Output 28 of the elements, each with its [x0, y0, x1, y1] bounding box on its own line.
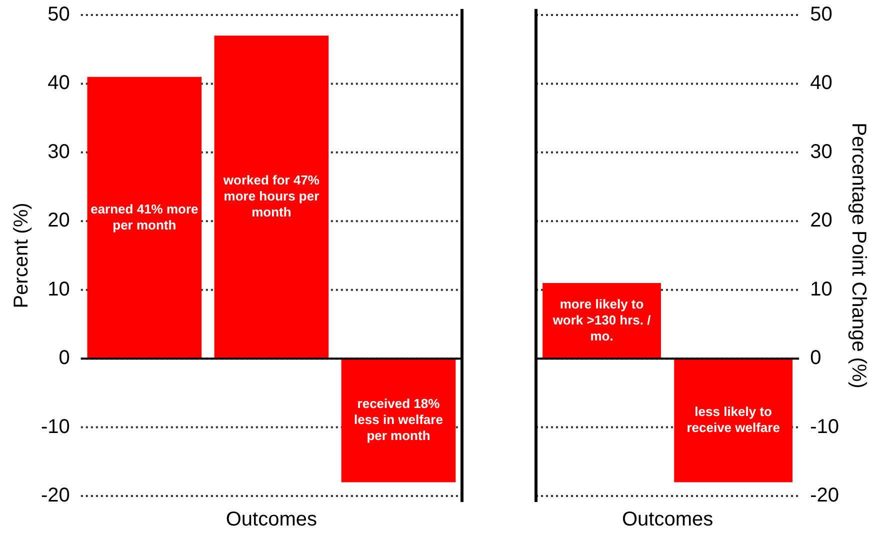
annotation: worked for 47% more hours per month: [222, 172, 320, 220]
y2-tick-label: -10: [810, 416, 839, 438]
y2-axis-title: Percentage Point Change (%): [847, 122, 870, 388]
y-tick-label: 0: [58, 347, 70, 370]
annotation: more likely to work >130 hrs. / mo.: [552, 296, 652, 344]
x-axis-title: Outcomes: [622, 508, 714, 531]
y-tick-label: -10: [41, 416, 70, 438]
y-tick-label: 20: [48, 210, 70, 232]
y2-tick-label: 50: [810, 4, 832, 26]
y2-tick-label: 40: [810, 72, 832, 94]
y2-tick-label: 30: [810, 140, 832, 163]
annotation: earned 41% more per month: [90, 201, 198, 232]
bar: [214, 36, 329, 359]
y2-tick-label: -20: [810, 484, 839, 507]
bar: [87, 76, 202, 359]
y-tick-label: -20: [41, 484, 70, 507]
y-tick-label: 10: [48, 278, 70, 300]
y-tick-label: 40: [48, 72, 70, 94]
annotation: received 18% less in welfare per month: [354, 396, 443, 443]
y-tick-label: 30: [48, 140, 70, 163]
y-axis-title: Percent (%): [10, 202, 33, 308]
y2-tick-label: 10: [810, 278, 832, 300]
y2-tick-label: 0: [810, 347, 822, 370]
y-tick-label: 50: [48, 4, 70, 26]
x-axis-title: Outcomes: [226, 508, 318, 531]
bar: [341, 358, 456, 482]
y2-tick-label: 20: [810, 210, 832, 232]
annotation: less likely to receive welfare: [686, 404, 780, 435]
